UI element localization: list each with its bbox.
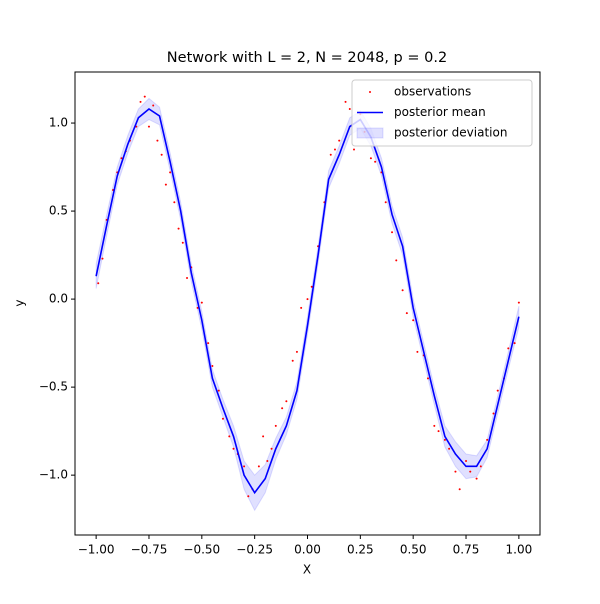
observation [391, 231, 394, 234]
observation [243, 465, 246, 468]
observation [300, 306, 303, 309]
observation [232, 447, 235, 450]
observation [173, 201, 176, 204]
observation [338, 139, 341, 142]
observation [221, 417, 224, 420]
observation [437, 430, 440, 433]
observation [454, 470, 457, 473]
observation [97, 282, 100, 285]
observation [374, 160, 377, 163]
observation [164, 183, 167, 186]
legend-label: posterior mean [394, 105, 486, 119]
observation [266, 460, 269, 463]
chart-title: Network with L = 2, N = 2048, p = 0.2 [167, 50, 447, 66]
observation [169, 171, 172, 174]
observation [496, 389, 499, 392]
legend-patch [356, 127, 384, 139]
mean-line [95, 107, 520, 495]
x-tick-label: −1.00 [78, 543, 115, 557]
y-tick-label: −1.0 [39, 468, 68, 482]
observation [353, 148, 355, 151]
x-tick-label: 0.75 [453, 543, 480, 557]
x-tick-label: −0.25 [236, 543, 273, 557]
observation [384, 201, 387, 204]
observation [458, 488, 461, 491]
y-tick-label: 1.0 [49, 116, 68, 130]
observation [291, 359, 294, 362]
observation [257, 465, 260, 468]
y-axis-label: y [13, 299, 27, 306]
x-tick-label: 0.25 [347, 543, 374, 557]
observation [160, 153, 163, 156]
legend-label: posterior deviation [394, 126, 507, 140]
observation [181, 241, 184, 244]
observation [139, 100, 142, 103]
x-tick-label: 0.00 [294, 543, 321, 557]
observation [147, 125, 150, 128]
legend-marker [369, 91, 371, 93]
legend-box [351, 79, 533, 147]
plot-frame [74, 71, 541, 536]
observation [310, 285, 313, 288]
legend-label: observations [394, 85, 471, 99]
observation [228, 435, 231, 438]
observation [344, 100, 347, 103]
observation [207, 342, 210, 345]
x-tick-label: −0.50 [183, 543, 220, 557]
observation [200, 301, 203, 304]
observation [177, 227, 180, 230]
observation [475, 477, 478, 480]
observation [479, 465, 482, 468]
observation [395, 259, 398, 262]
observation [120, 157, 123, 160]
observation [492, 412, 495, 415]
observation [513, 342, 516, 345]
observation [486, 438, 489, 441]
observation [416, 350, 419, 353]
observation [281, 407, 284, 410]
observation [401, 289, 404, 292]
observation [333, 148, 336, 151]
observation [306, 298, 309, 301]
deviation-band [95, 97, 520, 512]
observation [426, 377, 429, 380]
x-axis-label: X [303, 563, 311, 577]
observation [156, 139, 159, 142]
observation [448, 447, 451, 450]
x-tick-label: 0.50 [400, 543, 427, 557]
observation [469, 470, 472, 473]
observation [186, 276, 189, 279]
observation [262, 435, 265, 438]
observation [412, 319, 415, 322]
observation [211, 364, 214, 367]
observation [369, 157, 372, 160]
y-tick-label: 0.0 [49, 292, 68, 306]
x-tick-label: −0.75 [131, 543, 168, 557]
observation [443, 438, 446, 441]
observation [465, 460, 468, 463]
observation [101, 257, 104, 260]
observation [143, 95, 146, 98]
y-tick-label: 0.5 [49, 204, 68, 218]
y-tick-label: −0.5 [39, 380, 68, 394]
observation [270, 447, 273, 450]
observation [217, 389, 220, 392]
observation [285, 400, 288, 403]
observation [247, 495, 250, 498]
observation [329, 153, 332, 156]
observation [274, 424, 277, 427]
observation [295, 350, 298, 353]
observation [196, 306, 199, 309]
observation [348, 107, 351, 110]
observation [152, 104, 155, 107]
observation [433, 424, 436, 427]
x-tick-label: 1.00 [506, 543, 533, 557]
observation [517, 301, 520, 304]
observation [405, 312, 408, 315]
observation [507, 347, 510, 350]
